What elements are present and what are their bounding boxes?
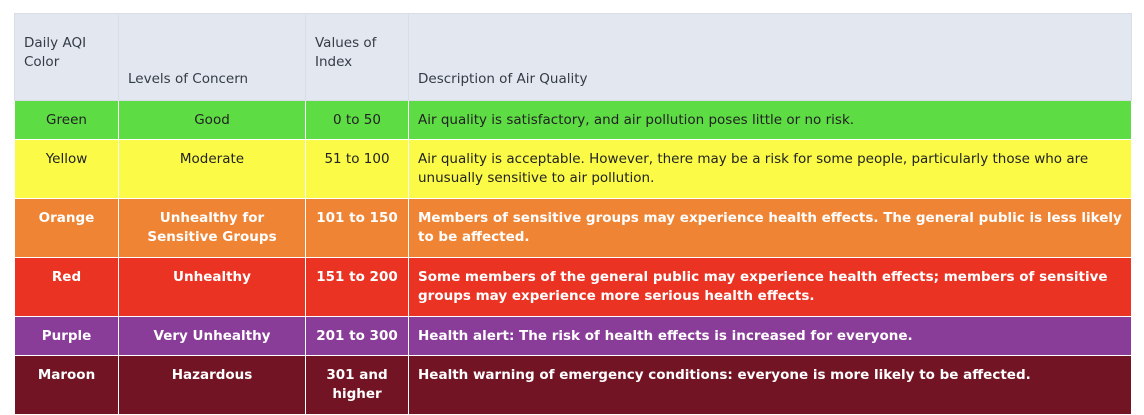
aqi-color-cell: Green [14, 100, 119, 140]
index-range-cell: 101 to 150 [305, 198, 409, 258]
header-values-of-index: Values of Index [305, 13, 409, 101]
table-row: Orange Unhealthy for Sensitive Groups 10… [14, 198, 1132, 258]
index-range-cell: 0 to 50 [305, 100, 409, 140]
table-row: Red Unhealthy 151 to 200 Some members of… [14, 257, 1132, 317]
description-cell: Health warning of emergency conditions: … [408, 355, 1132, 415]
table-body: Green Good 0 to 50 Air quality is satisf… [14, 100, 1132, 415]
index-range-cell: 201 to 300 [305, 316, 409, 356]
aqi-color-cell: Orange [14, 198, 119, 258]
aqi-color-cell: Purple [14, 316, 119, 356]
description-cell: Some members of the general public may e… [408, 257, 1132, 317]
aqi-color-cell: Red [14, 257, 119, 317]
table-header: Daily AQI Color Levels of Concern Values… [14, 13, 1132, 101]
index-range-cell: 51 to 100 [305, 139, 409, 199]
header-aqi-color: Daily AQI Color [14, 13, 119, 101]
description-cell: Health alert: The risk of health effects… [408, 316, 1132, 356]
level-of-concern-cell: Good [118, 100, 306, 140]
aqi-table-container: Daily AQI Color Levels of Concern Values… [14, 13, 1132, 415]
table-row: Maroon Hazardous 301 and higher Health w… [14, 355, 1132, 415]
table-row: Yellow Moderate 51 to 100 Air quality is… [14, 139, 1132, 199]
level-of-concern-cell: Unhealthy [118, 257, 306, 317]
level-of-concern-cell: Very Unhealthy [118, 316, 306, 356]
description-cell: Air quality is acceptable. However, ther… [408, 139, 1132, 199]
header-description: Description of Air Quality [408, 13, 1132, 101]
index-range-cell: 301 and higher [305, 355, 409, 415]
aqi-table: Daily AQI Color Levels of Concern Values… [14, 13, 1132, 415]
level-of-concern-cell: Moderate [118, 139, 306, 199]
header-row: Daily AQI Color Levels of Concern Values… [14, 13, 1132, 101]
index-range-cell: 151 to 200 [305, 257, 409, 317]
aqi-color-cell: Maroon [14, 355, 119, 415]
aqi-color-cell: Yellow [14, 139, 119, 199]
description-cell: Members of sensitive groups may experien… [408, 198, 1132, 258]
table-row: Green Good 0 to 50 Air quality is satisf… [14, 100, 1132, 140]
description-cell: Air quality is satisfactory, and air pol… [408, 100, 1132, 140]
level-of-concern-cell: Hazardous [118, 355, 306, 415]
table-row: Purple Very Unhealthy 201 to 300 Health … [14, 316, 1132, 356]
header-levels-of-concern: Levels of Concern [118, 13, 306, 101]
level-of-concern-cell: Unhealthy for Sensitive Groups [118, 198, 306, 258]
